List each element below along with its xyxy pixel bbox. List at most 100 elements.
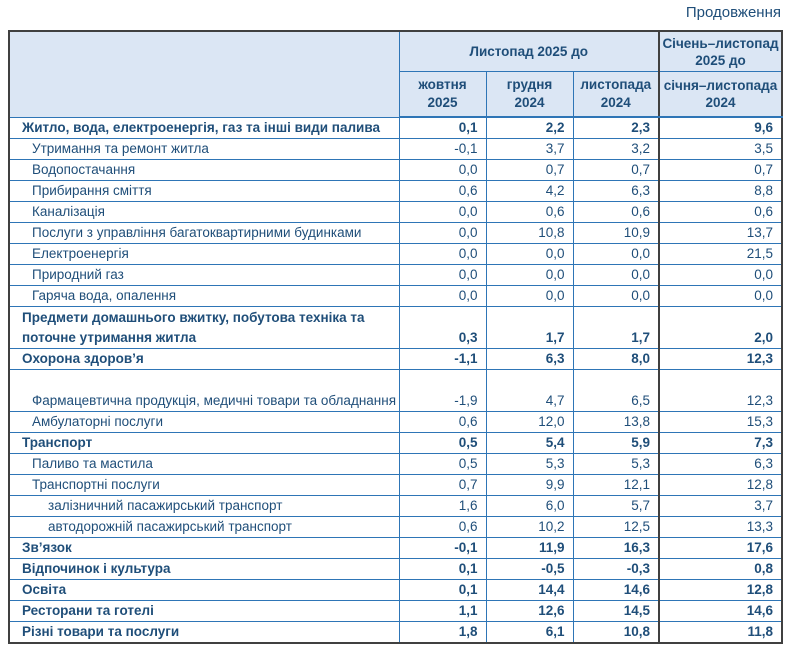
row-label: Фармацевтична продукція, медичні товари … bbox=[8, 369, 400, 412]
row-value-dec: 3,7 bbox=[485, 138, 574, 160]
table-row: залізничний пасажирський транспорт 1,6 6… bbox=[8, 495, 783, 517]
subcolumn-header-december: грудня 2024 bbox=[485, 70, 574, 118]
row-value-ytd: 12,8 bbox=[658, 474, 783, 496]
row-label: Відпочинок і культура bbox=[8, 558, 400, 580]
row-value-dec: -0,5 bbox=[485, 558, 574, 580]
row-value-oct: 0,6 bbox=[398, 516, 487, 538]
row-value-nov: 1,7 bbox=[572, 306, 660, 349]
row-value-dec: 2,2 bbox=[485, 116, 574, 139]
row-value-oct: 0,0 bbox=[398, 201, 487, 223]
row-label: Охорона здоров’я bbox=[8, 348, 400, 370]
row-value-oct: 0,0 bbox=[398, 264, 487, 286]
row-label: Послуги з управління багатоквартирними б… bbox=[8, 222, 400, 244]
row-value-ytd: 3,5 bbox=[658, 138, 783, 160]
table-row: Відпочинок і культура 0,1 -0,5 -0,3 0,8 bbox=[8, 558, 783, 580]
table-row: Утримання та ремонт житла -0,1 3,7 3,2 3… bbox=[8, 138, 783, 160]
row-label: Амбулаторні послуги bbox=[8, 411, 400, 433]
row-value-nov: 10,8 bbox=[572, 621, 660, 644]
row-value-oct: 0,0 bbox=[398, 285, 487, 307]
row-value-ytd: 0,0 bbox=[658, 264, 783, 286]
row-label: Різні товари та послуги bbox=[8, 621, 400, 644]
row-value-oct: -0,1 bbox=[398, 537, 487, 559]
row-value-oct: 1,6 bbox=[398, 495, 487, 517]
row-value-ytd: 13,3 bbox=[658, 516, 783, 538]
row-value-nov: -0,3 bbox=[572, 558, 660, 580]
row-value-ytd: 0,8 bbox=[658, 558, 783, 580]
row-value-dec: 0,7 bbox=[485, 159, 574, 181]
label-column-header bbox=[8, 30, 400, 118]
row-label: Житло, вода, електроенергія, газ та інші… bbox=[8, 116, 400, 139]
row-label: Транспортні послуги bbox=[8, 474, 400, 496]
table-row: Предмети домашнього вжитку, побутова тех… bbox=[8, 306, 783, 349]
row-value-ytd: 21,5 bbox=[658, 243, 783, 265]
row-value-oct: 0,1 bbox=[398, 579, 487, 601]
table-body: Житло, вода, електроенергія, газ та інші… bbox=[8, 116, 783, 644]
ytd-header-top: Січень–листопад 2025 до bbox=[660, 32, 781, 72]
table-row: Паливо та мастила 0,5 5,3 5,3 6,3 bbox=[8, 453, 783, 475]
row-value-ytd: 0,7 bbox=[658, 159, 783, 181]
row-value-dec: 0,0 bbox=[485, 285, 574, 307]
row-value-dec: 4,7 bbox=[485, 369, 574, 412]
row-value-oct: 1,8 bbox=[398, 621, 487, 644]
group-column-header: Листопад 2025 до bbox=[398, 30, 660, 72]
row-value-nov: 8,0 bbox=[572, 348, 660, 370]
row-value-dec: 9,9 bbox=[485, 474, 574, 496]
row-value-ytd: 15,3 bbox=[658, 411, 783, 433]
row-value-dec: 10,2 bbox=[485, 516, 574, 538]
table-header: Листопад 2025 до Січень–листопад 2025 до… bbox=[8, 30, 783, 118]
row-value-ytd: 0,6 bbox=[658, 201, 783, 223]
row-value-dec: 6,0 bbox=[485, 495, 574, 517]
row-value-ytd: 9,6 bbox=[658, 116, 783, 139]
row-value-nov: 3,2 bbox=[572, 138, 660, 160]
row-label: Каналізація bbox=[8, 201, 400, 223]
row-value-oct: 0,6 bbox=[398, 180, 487, 202]
row-label: Прибирання сміття bbox=[8, 180, 400, 202]
table-row: Різні товари та послуги 1,8 6,1 10,8 11,… bbox=[8, 621, 783, 644]
row-value-dec: 12,0 bbox=[485, 411, 574, 433]
row-label: Предмети домашнього вжитку, побутова тех… bbox=[8, 306, 400, 349]
table-row: Житло, вода, електроенергія, газ та інші… bbox=[8, 116, 783, 139]
table-row: Послуги з управління багатоквартирними б… bbox=[8, 222, 783, 244]
row-value-nov: 12,5 bbox=[572, 516, 660, 538]
row-value-oct: 0,6 bbox=[398, 411, 487, 433]
row-value-nov: 16,3 bbox=[572, 537, 660, 559]
row-label: Паливо та мастила bbox=[8, 453, 400, 475]
ytd-header-bottom: січня–листопада 2024 bbox=[663, 78, 778, 110]
row-value-oct: 0,1 bbox=[398, 116, 487, 139]
row-value-nov: 6,3 bbox=[572, 180, 660, 202]
subcolumn-header-november: листопада 2024 bbox=[572, 70, 660, 118]
row-value-nov: 0,0 bbox=[572, 264, 660, 286]
table-row: Каналізація 0,0 0,6 0,6 0,6 bbox=[8, 201, 783, 223]
row-value-dec: 12,6 bbox=[485, 600, 574, 622]
row-value-oct: 0,1 bbox=[398, 558, 487, 580]
continuation-label: Продовження bbox=[685, 4, 781, 21]
row-value-ytd: 12,3 bbox=[658, 369, 783, 412]
row-label: Транспорт bbox=[8, 432, 400, 454]
row-value-nov: 14,6 bbox=[572, 579, 660, 601]
row-value-dec: 1,7 bbox=[485, 306, 574, 349]
cpi-table: Листопад 2025 до Січень–листопад 2025 до… bbox=[8, 30, 783, 644]
row-label: Зв’язок bbox=[8, 537, 400, 559]
row-value-oct: 0,5 bbox=[398, 453, 487, 475]
row-value-nov: 6,5 bbox=[572, 369, 660, 412]
table-row: автодорожній пасажирський транспорт 0,6 … bbox=[8, 516, 783, 538]
row-value-dec: 6,3 bbox=[485, 348, 574, 370]
ytd-column-header: Січень–листопад 2025 до січня–листопада … bbox=[658, 30, 783, 118]
row-value-oct: -0,1 bbox=[398, 138, 487, 160]
row-value-nov: 0,0 bbox=[572, 285, 660, 307]
table-row: Фармацевтична продукція, медичні товари … bbox=[8, 369, 783, 412]
row-value-nov: 5,9 bbox=[572, 432, 660, 454]
table-row: Освіта 0,1 14,4 14,6 12,8 bbox=[8, 579, 783, 601]
row-label: Природний газ bbox=[8, 264, 400, 286]
row-value-ytd: 0,0 bbox=[658, 285, 783, 307]
table-row: Гаряча вода, опалення 0,0 0,0 0,0 0,0 bbox=[8, 285, 783, 307]
row-label: Освіта bbox=[8, 579, 400, 601]
row-value-nov: 0,7 bbox=[572, 159, 660, 181]
row-value-dec: 14,4 bbox=[485, 579, 574, 601]
row-value-ytd: 6,3 bbox=[658, 453, 783, 475]
row-value-dec: 11,9 bbox=[485, 537, 574, 559]
row-value-oct: 0,5 bbox=[398, 432, 487, 454]
row-value-oct: 0,0 bbox=[398, 159, 487, 181]
row-value-oct: 0,3 bbox=[398, 306, 487, 349]
